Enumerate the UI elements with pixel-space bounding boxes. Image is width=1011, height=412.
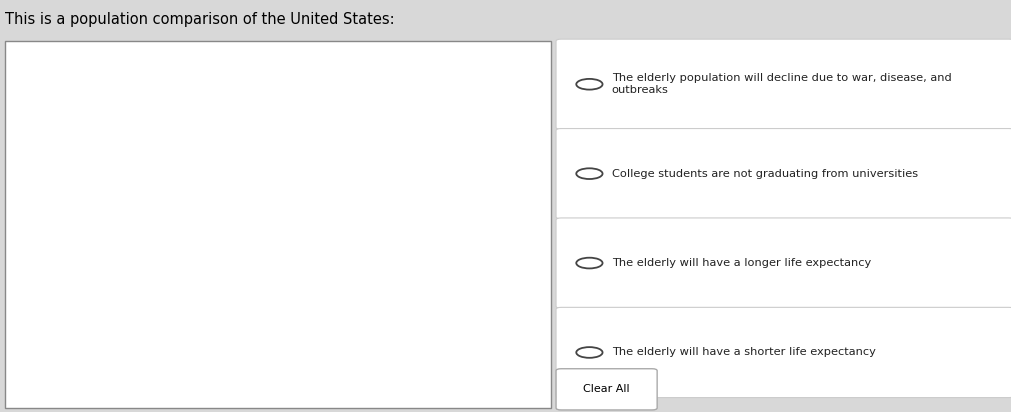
Text: 80+: 80+ — [269, 244, 287, 253]
Text: Female: Female — [394, 218, 430, 228]
Bar — [223, 333, 278, 354]
Text: This is a population comparison of the United States:: This is a population comparison of the U… — [5, 12, 394, 27]
Bar — [254, 96, 278, 117]
Text: Clear All: Clear All — [583, 384, 630, 394]
Bar — [278, 129, 333, 150]
Text: 80+: 80+ — [269, 70, 287, 78]
Bar — [251, 161, 278, 182]
Text: Female: Female — [394, 43, 430, 53]
Text: 75-79: 75-79 — [266, 276, 290, 285]
Bar — [278, 302, 339, 323]
Bar — [278, 333, 363, 354]
Title: United States:  2050: United States: 2050 — [209, 219, 347, 232]
Bar — [232, 365, 278, 386]
Text: College students are not graduating from universities: College students are not graduating from… — [612, 169, 918, 179]
Bar — [278, 194, 330, 215]
Bar — [278, 63, 345, 84]
Text: 65-69: 65-69 — [266, 339, 290, 348]
Text: 70-74: 70-74 — [266, 135, 290, 143]
Text: The elderly will have a shorter life expectancy: The elderly will have a shorter life exp… — [612, 347, 876, 358]
Text: 75-79: 75-79 — [266, 102, 290, 111]
Text: 65-69: 65-69 — [266, 167, 290, 176]
Bar — [223, 270, 278, 291]
Text: 60-64: 60-64 — [266, 371, 290, 380]
Bar — [157, 238, 278, 259]
Bar — [278, 270, 351, 291]
Bar — [232, 302, 278, 323]
Bar — [232, 194, 278, 215]
Bar — [278, 161, 337, 182]
Text: Male: Male — [132, 43, 156, 53]
Bar — [239, 129, 278, 150]
Text: The elderly will have a longer life expectancy: The elderly will have a longer life expe… — [612, 258, 870, 268]
Text: The elderly population will decline due to war, disease, and
outbreaks: The elderly population will decline due … — [612, 73, 951, 95]
Bar — [236, 63, 278, 84]
Bar — [278, 365, 333, 386]
Text: 70-74: 70-74 — [266, 308, 290, 316]
Bar — [278, 238, 497, 259]
Text: Male: Male — [132, 218, 156, 228]
Text: 60-64: 60-64 — [266, 200, 290, 208]
Bar — [278, 96, 317, 117]
Title: United States:  2002: United States: 2002 — [209, 44, 347, 56]
